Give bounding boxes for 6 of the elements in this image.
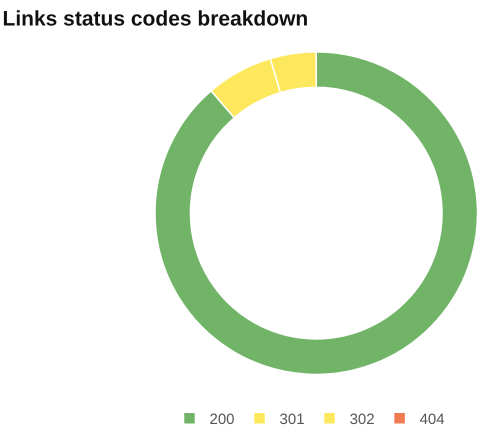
legend-label: 301: [280, 411, 305, 428]
legend-label: 302: [350, 411, 375, 428]
legend-label: 200: [210, 411, 235, 428]
chart-title: Links status codes breakdown: [2, 8, 308, 31]
donut-slice: [154, 51, 478, 376]
legend-label: 404: [420, 411, 445, 428]
